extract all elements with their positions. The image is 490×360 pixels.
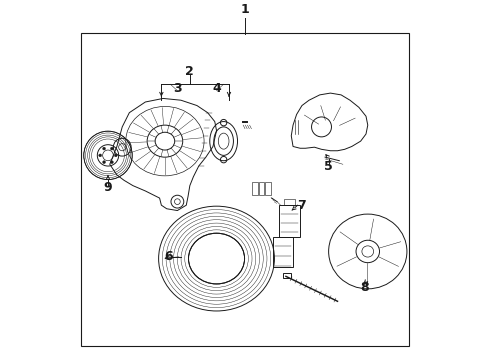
- Bar: [279, 205, 300, 237]
- Text: 8: 8: [360, 280, 368, 293]
- Text: 9: 9: [104, 181, 112, 194]
- Text: 4: 4: [212, 82, 221, 95]
- Circle shape: [110, 161, 113, 163]
- Bar: [273, 237, 293, 267]
- Text: 7: 7: [297, 199, 306, 212]
- Circle shape: [102, 147, 105, 150]
- Bar: [259, 182, 264, 194]
- Text: 5: 5: [324, 159, 333, 172]
- Text: 1: 1: [241, 3, 249, 15]
- Bar: [265, 182, 270, 194]
- Text: 2: 2: [186, 64, 194, 77]
- Text: 6: 6: [164, 250, 173, 263]
- Circle shape: [99, 154, 101, 157]
- Text: 3: 3: [173, 82, 182, 95]
- Bar: [252, 182, 258, 194]
- Bar: [81, 33, 409, 346]
- Bar: [284, 199, 295, 205]
- Circle shape: [114, 154, 117, 157]
- Circle shape: [102, 161, 105, 163]
- Circle shape: [110, 147, 113, 150]
